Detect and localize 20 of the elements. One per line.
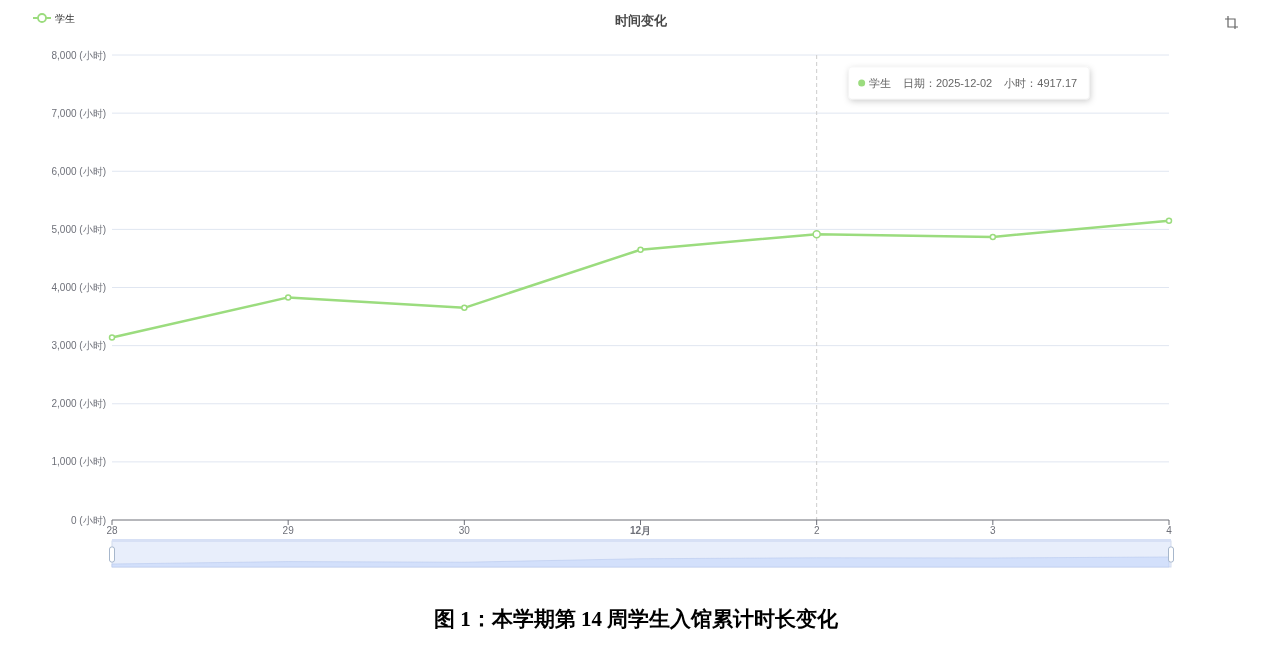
- y-tick-label: 3,000 (小时): [51, 340, 106, 352]
- x-tick-label: 4: [1166, 525, 1172, 536]
- legend-label: 学生: [55, 13, 75, 24]
- x-tick-label: 29: [282, 525, 294, 536]
- y-tick-label: 5,000 (小时): [51, 223, 106, 235]
- x-tick-label: 2: [813, 525, 820, 536]
- tooltip-text: 学生 日期：2025-12-02 小时：4917.17: [868, 77, 1078, 89]
- caption: 图 1：本学期第 14 周学生入馆累计时长变化: [433, 607, 839, 631]
- x-tick-label: 3: [990, 525, 996, 536]
- y-tick-label: 4,000 (小时): [51, 282, 106, 293]
- y-tick-label: 8,000 (小时): [51, 49, 106, 61]
- x-tick-label: 28: [106, 525, 118, 536]
- y-tick-label: 6,000 (小时): [51, 165, 106, 177]
- x-tick-label: 30: [458, 525, 470, 536]
- y-tick-label: 2,000 (小时): [51, 398, 106, 410]
- title: 时间变化: [614, 13, 667, 28]
- y-tick-label: 0 (小时): [71, 514, 106, 526]
- x-tick-label: 12月: [629, 525, 652, 536]
- y-tick-label: 7,000 (小时): [51, 107, 106, 119]
- y-tick-label: 1,000 (小时): [51, 456, 106, 468]
